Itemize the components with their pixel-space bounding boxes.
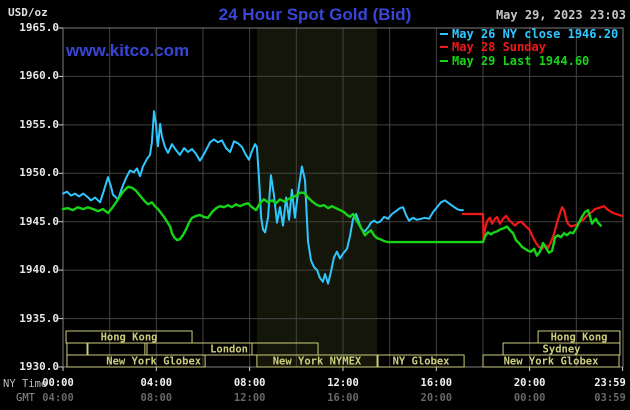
- session-label-hong-kong: Hong Kong: [101, 332, 158, 344]
- session-label-hong-kong: Hong Kong: [551, 332, 608, 344]
- session-box-new-york-globex: [482, 354, 620, 368]
- legend-dash-may26-icon: [440, 33, 448, 35]
- legend-dash-may28-icon: [440, 46, 448, 49]
- datetime-label: May 29, 2023 23:03: [495, 8, 626, 22]
- ny-time-label-12:00: 12:00: [327, 377, 359, 389]
- y-axis-label-1930.0: 1930.0: [19, 360, 59, 373]
- session-box-new-york-nymex: [256, 354, 378, 368]
- legend: May 26 NY close 1946.20 May 28 Sunday Ma…: [440, 27, 619, 68]
- legend-label-may28: May 28 Sunday: [452, 40, 546, 55]
- gmt-axis-caption: GMT: [16, 392, 35, 404]
- ny-time-axis-caption: NY Time: [3, 378, 48, 390]
- gmt-label-03:59: 03:59: [594, 391, 626, 404]
- gmt-label-16:00: 16:00: [327, 391, 359, 404]
- session-box-unlabeled: [87, 342, 146, 356]
- y-axis-units-label: USD/oz: [8, 6, 48, 19]
- ny-time-label-20:00: 20:00: [513, 377, 546, 389]
- legend-label-may26: May 26 NY close 1946.20: [452, 27, 619, 41]
- gmt-label-04:00: 04:00: [42, 391, 74, 404]
- ny-time-label-04:00: 04:00: [140, 377, 173, 389]
- nymex-hours-shading: [256, 28, 378, 367]
- may28-sunday-line: [461, 205, 624, 250]
- y-axis-label-1960.0: 1960.0: [19, 69, 59, 83]
- page-title: 24 Hour Spot Gold (Bid): [218, 5, 412, 24]
- may26-ny-close-line: [62, 110, 464, 285]
- legend-item-may26: May 26 NY close 1946.20: [440, 27, 619, 41]
- session-box-new-york-globex: [66, 354, 206, 368]
- ny-time-label-16:00: 16:00: [420, 377, 453, 389]
- session-label-new-york-nymex: New York NYMEX: [273, 356, 362, 368]
- session-label-new-york-globex: New York Globex: [504, 356, 600, 368]
- legend-dash-may29-icon: [440, 59, 448, 62]
- gmt-label-12:00: 12:00: [233, 391, 266, 404]
- ny-time-label-23:59: 23:59: [594, 377, 626, 389]
- session-box-ny-globex: [377, 354, 465, 368]
- may29-last-line: [61, 185, 602, 257]
- ny-time-label-00:00: 00:00: [42, 377, 74, 389]
- y-axis-label-1955.0: 1955.0: [19, 117, 59, 131]
- y-axis-label-1940.0: 1940.0: [19, 263, 59, 277]
- kitco-watermark-link[interactable]: www.kitco.com: [66, 41, 190, 60]
- y-axis-label-1965.0: 1965.0: [19, 21, 59, 34]
- legend-label-may29: May 29 Last 1944.60: [452, 53, 590, 68]
- session-box-unlabeled: [66, 342, 88, 356]
- legend-item-may28: May 28 Sunday: [440, 41, 618, 54]
- session-label-sydney: Sydney: [543, 344, 582, 356]
- session-label-new-york-globex: New York Globex: [106, 356, 202, 368]
- gmt-label-08:00: 08:00: [140, 391, 173, 404]
- session-label-london: London: [210, 344, 248, 356]
- y-axis-label-1945.0: 1945.0: [19, 214, 59, 228]
- y-axis-label-1950.0: 1950.0: [19, 166, 59, 180]
- legend-item-may29: May 29 Last 1944.60: [440, 53, 618, 68]
- gmt-label-00:00: 00:00: [513, 391, 546, 404]
- gmt-label-20:00: 20:00: [420, 391, 453, 404]
- session-label-ny-globex: NY Globex: [393, 356, 451, 368]
- ny-time-label-08:00: 08:00: [233, 377, 266, 389]
- y-axis-label-1935.0: 1935.0: [19, 311, 59, 325]
